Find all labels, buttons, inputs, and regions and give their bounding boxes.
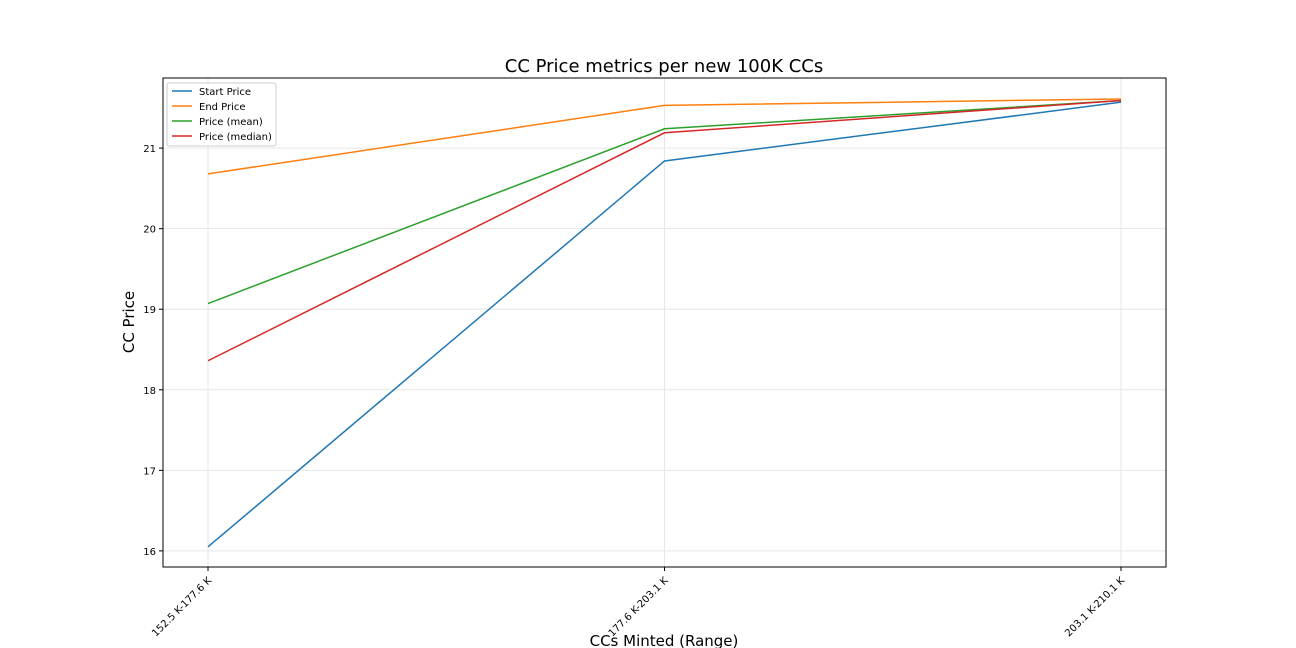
legend-label: End Price: [199, 102, 246, 113]
x-tick-label: 203.1 K-210.1 K: [1063, 575, 1127, 639]
series-line-0: [207, 101, 1122, 548]
legend-label: Start Price: [199, 87, 251, 98]
y-tick-label: 17: [143, 466, 156, 477]
y-tick-label: 19: [143, 305, 156, 316]
legend-label: Price (median): [199, 132, 272, 143]
series-lines: [207, 98, 1122, 548]
grid-lines: [163, 78, 1166, 567]
series-line-1: [207, 98, 1122, 175]
legend-box: [166, 82, 277, 147]
x-tick-label: 152.5 K-177.6 K: [150, 575, 214, 639]
x-axis-label: CCs Minted (Range): [590, 632, 739, 648]
y-tick-label: 20: [143, 225, 156, 236]
legend-label: Price (mean): [199, 117, 263, 128]
y-tick-label: 21: [143, 144, 156, 155]
chart-title: CC Price metrics per new 100K CCs: [505, 56, 824, 77]
legend: Start Price End Price Price (mean) Price (m…: [166, 82, 277, 147]
x-axis-ticks: 152.5 K-177.6 K 177.6 K-203.1 K 203.1 K-21…: [150, 567, 1127, 639]
series-line-2: [207, 99, 1122, 305]
y-axis-label: CC Price: [120, 291, 138, 353]
series-line-3: [207, 99, 1122, 362]
y-tick-label: 18: [143, 386, 156, 397]
y-tick-label: 16: [143, 547, 156, 558]
x-tick-label: 177.6 K-203.1 K: [607, 575, 671, 639]
y-axis-ticks: 16 17 18 19 20 21: [143, 144, 163, 558]
